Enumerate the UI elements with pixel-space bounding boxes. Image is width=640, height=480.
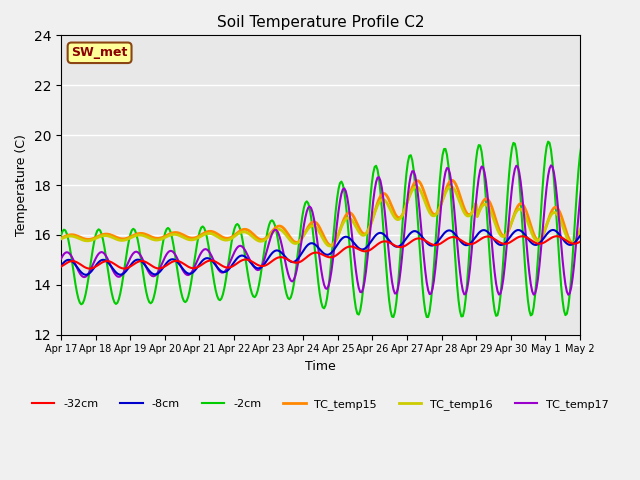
TC_temp15	[342, 213, 349, 218]
Line: -32cm: -32cm	[61, 236, 614, 269]
-32cm	[588, 233, 595, 239]
TC_temp15	[611, 231, 618, 237]
TC_temp16	[447, 184, 455, 190]
Y-axis label: Temperature (C): Temperature (C)	[15, 134, 28, 236]
-8cm	[583, 227, 591, 233]
-32cm	[57, 264, 65, 270]
Legend: -32cm, -8cm, -2cm, TC_temp15, TC_temp16, TC_temp17: -32cm, -8cm, -2cm, TC_temp15, TC_temp16,…	[28, 394, 614, 414]
-2cm	[57, 233, 65, 239]
X-axis label: Time: Time	[305, 360, 336, 373]
TC_temp15	[609, 235, 617, 241]
TC_temp16	[609, 234, 617, 240]
TC_temp17	[93, 253, 101, 259]
-8cm	[76, 268, 84, 274]
TC_temp16	[93, 235, 101, 240]
TC_temp16	[326, 243, 333, 249]
-2cm	[536, 233, 543, 239]
TC_temp16	[537, 235, 545, 241]
TC_temp15	[447, 178, 455, 183]
TC_temp17	[609, 212, 617, 217]
TC_temp15	[453, 184, 461, 190]
-2cm	[611, 152, 618, 157]
TC_temp15	[536, 237, 543, 243]
TC_temp17	[582, 162, 589, 168]
TC_temp17	[611, 196, 618, 202]
-8cm	[343, 234, 351, 240]
-32cm	[611, 239, 618, 245]
TC_temp15	[57, 235, 65, 241]
-8cm	[453, 234, 461, 240]
Line: TC_temp16: TC_temp16	[61, 187, 614, 246]
-2cm	[342, 200, 349, 206]
Line: TC_temp17: TC_temp17	[61, 165, 614, 295]
-8cm	[82, 272, 90, 277]
TC_temp15	[604, 243, 611, 249]
-32cm	[609, 240, 617, 245]
TC_temp17	[534, 276, 542, 281]
-8cm	[609, 235, 617, 241]
-32cm	[86, 266, 94, 272]
Line: TC_temp15: TC_temp15	[61, 180, 614, 246]
-8cm	[536, 240, 543, 246]
TC_temp16	[454, 196, 462, 202]
-32cm	[343, 244, 351, 250]
-32cm	[95, 262, 102, 267]
TC_temp16	[343, 215, 351, 221]
TC_temp17	[452, 222, 460, 228]
-2cm	[609, 166, 617, 172]
-32cm	[76, 261, 84, 267]
-8cm	[57, 263, 65, 269]
Text: SW_met: SW_met	[72, 46, 128, 60]
-32cm	[453, 235, 461, 241]
-8cm	[611, 233, 618, 239]
TC_temp17	[599, 292, 607, 298]
-2cm	[579, 138, 587, 144]
TC_temp17	[342, 188, 349, 194]
TC_temp16	[57, 236, 65, 242]
Line: -2cm: -2cm	[61, 141, 614, 317]
-2cm	[424, 314, 432, 320]
TC_temp16	[611, 230, 618, 236]
-2cm	[93, 228, 101, 234]
TC_temp17	[76, 270, 84, 276]
Line: -8cm: -8cm	[61, 230, 614, 275]
TC_temp16	[76, 236, 84, 242]
-2cm	[76, 300, 84, 306]
TC_temp15	[76, 234, 84, 240]
TC_temp15	[93, 234, 101, 240]
-32cm	[536, 241, 543, 247]
TC_temp17	[57, 256, 65, 262]
-8cm	[95, 259, 102, 265]
Title: Soil Temperature Profile C2: Soil Temperature Profile C2	[217, 15, 424, 30]
-2cm	[453, 282, 461, 288]
